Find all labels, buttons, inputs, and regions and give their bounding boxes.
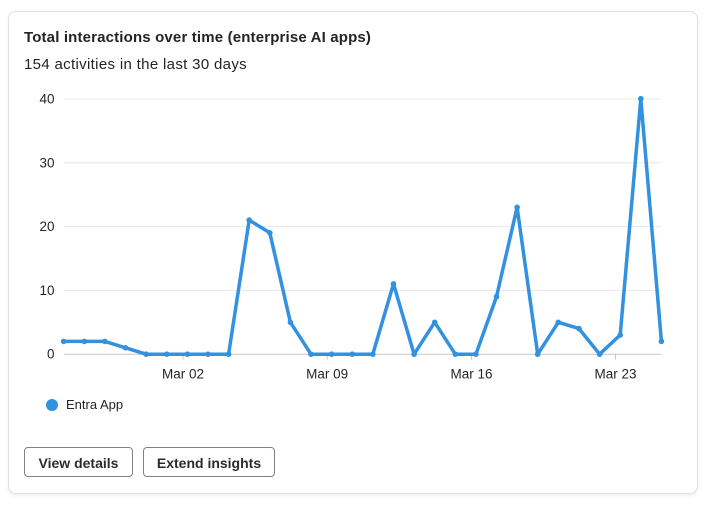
svg-text:0: 0 <box>47 347 55 362</box>
svg-text:Mar 16: Mar 16 <box>450 366 492 381</box>
svg-text:40: 40 <box>39 92 54 107</box>
svg-text:Mar 02: Mar 02 <box>162 366 204 381</box>
svg-text:20: 20 <box>39 219 54 234</box>
svg-text:10: 10 <box>39 283 54 298</box>
svg-text:30: 30 <box>39 155 54 170</box>
svg-text:Mar 09: Mar 09 <box>306 366 348 381</box>
svg-text:Mar 23: Mar 23 <box>594 366 636 381</box>
